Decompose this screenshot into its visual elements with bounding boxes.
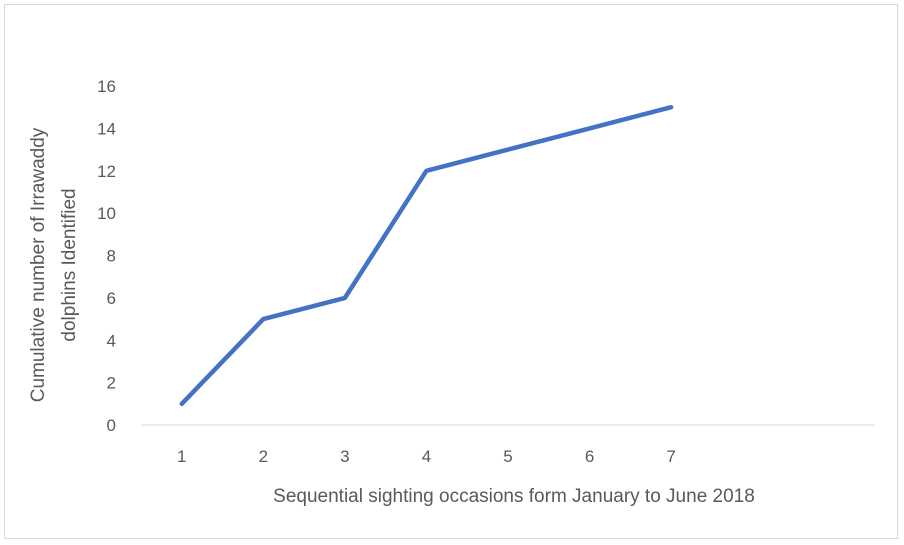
x-tick-label: 5 [503, 447, 512, 466]
x-tick-label: 1 [177, 447, 186, 466]
y-tick-label: 16 [97, 77, 116, 96]
y-axis-title: Cumulative number of Irrawaddy dolphins … [28, 127, 80, 402]
y-tick-label: 2 [107, 374, 116, 393]
chart-frame [4, 4, 898, 539]
y-axis-ticks: 0 2 4 6 8 10 12 14 16 [97, 77, 116, 435]
y-tick-label: 6 [107, 289, 116, 308]
x-tick-label: 2 [259, 447, 268, 466]
x-axis-title: Sequential sighting occasions form Janua… [273, 486, 755, 507]
x-tick-label: 7 [666, 447, 675, 466]
y-tick-label: 8 [107, 247, 116, 266]
y-tick-label: 14 [97, 119, 116, 138]
y-tick-label: 4 [107, 331, 116, 350]
x-axis-ticks: 1 2 3 4 5 6 7 [177, 447, 676, 466]
series-line [179, 104, 674, 407]
y-axis-title-line-1: Cumulative number of Irrawaddy [28, 127, 49, 402]
y-tick-label: 10 [97, 204, 116, 223]
y-tick-label: 0 [107, 416, 116, 435]
x-tick-label: 3 [340, 447, 349, 466]
y-tick-label: 12 [97, 162, 116, 181]
y-axis-title-line-2: dolphins Identified [59, 188, 80, 341]
x-tick-label: 6 [585, 447, 594, 466]
x-tick-label: 4 [422, 447, 431, 466]
